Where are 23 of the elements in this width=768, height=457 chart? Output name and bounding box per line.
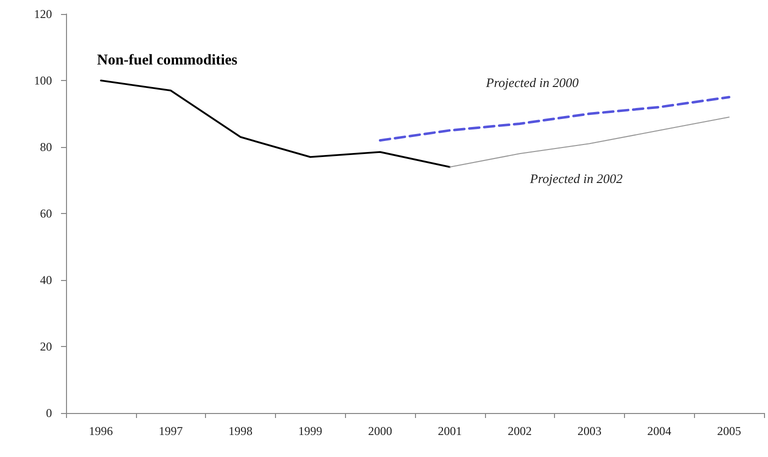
- text: Non-fuel commodities: [97, 52, 238, 68]
- y-tick-label: 20: [40, 340, 52, 354]
- x-tick-label: 1997: [158, 424, 183, 438]
- x-tick-label: 1999: [298, 424, 322, 438]
- x-tick-label: 2001: [438, 424, 462, 438]
- y-tick-label: 0: [46, 406, 52, 420]
- x-tick-label: 2003: [578, 424, 602, 438]
- x-tick-label: 2004: [647, 424, 672, 438]
- x-tick-label: 2002: [508, 424, 532, 438]
- y-tick-label: 80: [40, 140, 52, 154]
- y-tick-label: 100: [34, 74, 52, 88]
- y-tick-label: 40: [40, 273, 52, 287]
- y-tick-label: 60: [40, 206, 52, 220]
- annotation: Projected in 2002: [529, 171, 624, 186]
- y-tick-label: 120: [34, 7, 52, 21]
- x-tick-label: 2005: [717, 424, 742, 438]
- line-series: [449, 116, 730, 168]
- annotation: Projected in 2000: [485, 75, 580, 90]
- x-tick-label: 2000: [368, 424, 392, 438]
- x-tick-label: 1996: [88, 424, 113, 438]
- x-tick-label: 1998: [228, 424, 252, 438]
- line-series: [378, 96, 730, 142]
- line-series: [100, 80, 451, 168]
